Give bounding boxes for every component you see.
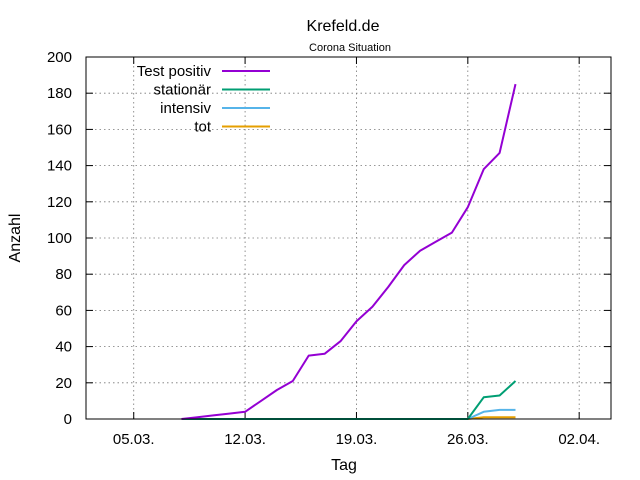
series-line-test-positiv — [181, 83, 517, 420]
x-tick-label: 12.03. — [224, 431, 266, 448]
chart-subtitle: Corona Situation — [309, 42, 391, 54]
y-tick-label: 0 — [64, 411, 72, 428]
x-tick-label: 02.04. — [558, 431, 600, 448]
y-axis-label: Anzahl — [7, 214, 24, 263]
legend-label: stationär — [153, 82, 211, 99]
series-line-intensiv — [181, 408, 516, 420]
y-axis-ticks: 0 20 40 60 80 100 120 140 160 180 200 — [47, 49, 611, 428]
x-tick-label: 26.03. — [447, 431, 489, 448]
y-tick-label: 200 — [47, 49, 72, 66]
legend-label: intensiv — [160, 100, 211, 117]
grid-lines — [86, 57, 611, 419]
chart-title: Krefeld.de — [307, 18, 380, 35]
y-tick-label: 60 — [55, 302, 72, 319]
x-axis-label: Tag — [331, 457, 357, 474]
legend-label: Test positiv — [137, 63, 212, 80]
y-tick-label: 120 — [47, 194, 72, 211]
x-axis-ticks: 05.03. 12.03. 19.03. 26.03. 02.04. — [113, 57, 600, 448]
y-tick-label: 160 — [47, 121, 72, 138]
y-tick-label: 100 — [47, 230, 72, 247]
y-tick-label: 80 — [55, 266, 72, 283]
y-tick-label: 140 — [47, 158, 72, 175]
legend-label: tot — [194, 119, 212, 136]
x-tick-label: 19.03. — [336, 431, 378, 448]
y-tick-label: 40 — [55, 339, 72, 356]
plot-border — [85, 56, 612, 420]
y-tick-label: 20 — [55, 375, 72, 392]
series-lines — [181, 83, 517, 420]
y-tick-label: 180 — [47, 85, 72, 102]
x-tick-label: 05.03. — [113, 431, 155, 448]
